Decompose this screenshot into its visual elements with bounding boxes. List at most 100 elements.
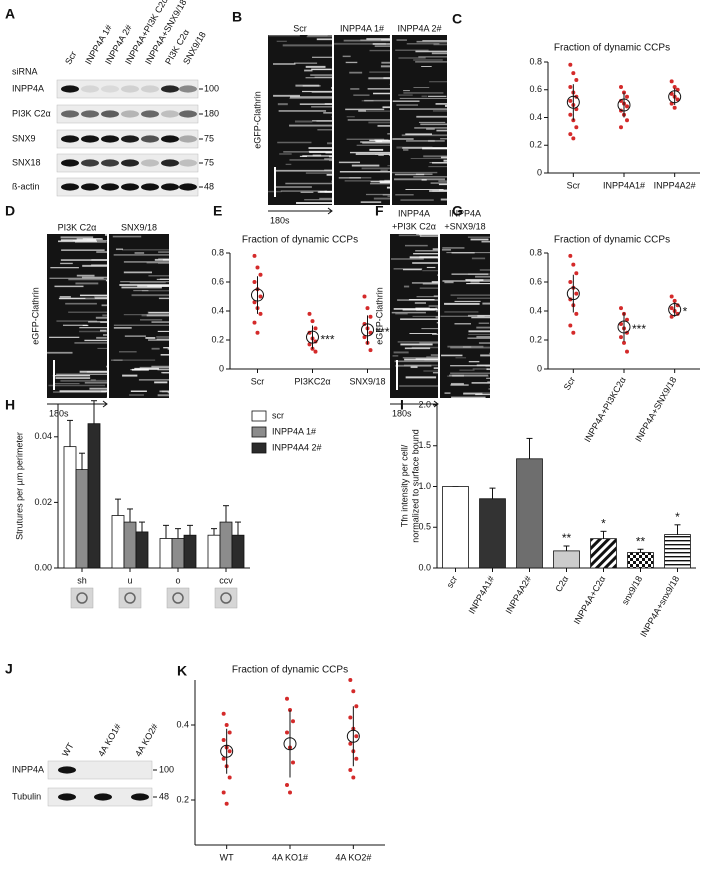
x-tick-label: snx9/18 [620,574,644,606]
y-tick-label: 0.8 [211,247,224,257]
data-point [351,775,356,780]
x-tick-label: PI3KC2α [294,376,330,386]
data-point [258,294,263,299]
blot-band [179,135,197,143]
blot-band [121,183,139,191]
data-point [221,738,226,742]
y-tick-label: 0.0 [418,562,431,572]
bar [87,423,101,569]
mean-marker [283,737,297,751]
blot-band [81,85,99,93]
em-structure [124,592,136,604]
blot-band [58,766,76,774]
bar [183,534,197,569]
panel-letter: H [5,397,15,413]
data-point [625,317,629,322]
blot-band [179,85,197,93]
blot-band [61,159,79,167]
blot-band [81,159,99,167]
lane-label: WT [60,741,76,759]
data-point [354,756,359,761]
bar [159,538,173,569]
chart-title: Fraction of dynamic CCPs [232,665,348,676]
y-label: eGFP-Clathrin [374,287,384,345]
panel-letter: G [452,203,463,219]
mean-marker [346,729,360,743]
x-tick-label: o [175,575,180,585]
data-point [354,734,359,739]
y-tick-label: 0.2 [529,140,542,150]
em-image [118,587,142,609]
data-point [288,790,292,795]
em-image [214,587,238,609]
data-point [568,253,573,258]
y-tick-label: 1.0 [418,481,431,491]
data-point [669,294,674,299]
y-tick-label: 0.6 [529,84,542,94]
x-tick-label: INPP4A+SNX9/18 [633,375,678,443]
em-structure [76,592,88,604]
legend-label: INPP4A 1# [272,426,316,436]
x-tick-label: sh [77,575,87,585]
data-point [625,104,629,109]
bar [442,486,469,569]
data-point [574,78,579,83]
blot-band [121,135,139,143]
arrow-head [433,400,439,408]
lane-label: Scr [63,49,78,66]
data-point [568,112,573,117]
y-tick-label: 0 [219,363,224,373]
data-point [619,84,623,89]
data-point [574,291,579,296]
bar [479,498,506,569]
data-point [675,97,680,102]
blot-band [161,159,179,167]
data-point [669,79,674,84]
bar [627,552,654,569]
bar [75,469,89,569]
data-point [362,294,367,299]
row-title: siRNA [12,66,38,76]
x-tick-label: SNX9/18 [349,376,385,386]
lane-label: INPP4A 2# [397,23,441,33]
mw-marker: 48 [159,791,169,801]
blot-band [61,183,79,191]
bar [207,534,221,569]
blot-band [121,85,139,93]
x-tick-label: INPP4A+PI3KC2α [582,375,627,444]
data-point [568,323,573,328]
mean-marker [566,95,580,109]
data-point [625,118,629,123]
mw-marker: 100 [159,764,174,774]
data-point [619,335,623,340]
blot-band [101,110,119,118]
panel-letter: C [452,11,462,27]
data-point [310,319,315,324]
data-point [568,98,573,103]
x-tick-label: INPP4A2# [504,574,534,615]
row-label: SNX9 [12,133,36,143]
legend-swatch [251,442,267,454]
data-point [221,790,226,795]
blot-band [141,110,159,118]
data-point [291,760,295,765]
panel-letter: D [5,203,15,219]
legend-label: scr [272,410,284,420]
y-tick-label: 0 [537,363,542,373]
data-point [574,311,579,316]
kymograph [334,35,390,205]
bar [123,521,137,569]
x-tick-label: Scr [251,376,265,386]
data-point [351,689,356,694]
x-tick-label: Scr [562,375,577,392]
data-point [307,311,312,316]
lane-label: SNX9/18 [121,222,157,232]
y-label: eGFP-Clathrin [30,287,40,345]
x-tick-label: 4A KO2# [335,852,371,862]
data-point [619,306,623,311]
y-tick-label: 0.4 [529,305,542,315]
data-point [669,314,674,319]
data-point [258,311,263,316]
y-label: eGFP-Clathrin [252,91,262,149]
